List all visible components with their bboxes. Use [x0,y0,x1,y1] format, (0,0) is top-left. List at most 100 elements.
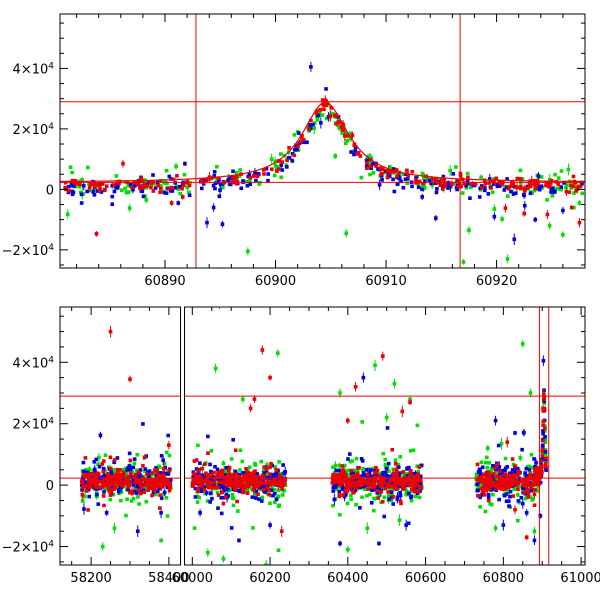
top-red-point [518,185,523,189]
bottom-green-point [383,465,388,469]
bottom-blue-point [491,464,495,468]
bottom-red-point [196,469,200,473]
bottom-red-point [155,483,159,488]
bottom-red-point [88,472,92,476]
bottom-blue-point [231,438,235,442]
bottom-green-point [483,460,488,465]
top-blue-point [319,121,323,125]
top-red-point [301,138,306,142]
bottom-red-point [386,490,390,494]
bottom-green-point [393,458,398,463]
bottom-red-point [510,457,515,461]
top-red-point [564,190,569,194]
bottom-red-point [233,448,238,453]
bottom-red-point [216,485,220,490]
bottom-red-point [357,466,361,470]
bottom-red-point [253,484,258,489]
bottom-red-point [205,478,209,482]
bottom-green-point [543,437,547,442]
bottom-red-point [168,485,172,490]
top-green-point [317,110,322,114]
bottom-red-point [480,489,485,494]
bottom-red-point [365,472,370,477]
top-green-point [278,152,283,156]
bottom-green-point [272,487,277,492]
bottom-blue-point [219,511,224,516]
bottom-red-point [533,479,538,483]
bottom-red-point [345,489,350,493]
top-red-point [506,186,511,191]
top-blue-point [512,184,517,189]
top-red-point [129,185,134,190]
top-red-point [92,184,97,189]
top-red-point [180,195,185,199]
bottom-red-point [390,478,394,483]
bottom-red-point [334,479,339,484]
top-blue-point [284,165,289,169]
bottom-blue-point [85,480,89,484]
top-blue-point [116,184,120,188]
top-blue-point [295,147,299,152]
bottom-green-point [221,461,226,466]
top-green-point [545,198,549,202]
bottom-blue-point [224,493,229,498]
top-blue-point [392,167,396,172]
bottom-red-point [100,462,105,466]
bottom-red-point [81,473,86,477]
bottom-blue-point [210,496,214,501]
top-green-point [548,177,552,182]
top-green-point [547,223,552,228]
bottom-green-point [270,485,274,490]
bottom-green-point [206,550,210,555]
bottom-red-point [207,485,212,490]
bottom-green-point [389,498,394,503]
bottom-red-point [137,480,142,485]
top-blue-point [562,181,566,185]
top-blue-point [380,178,384,182]
bottom-red-point [247,477,252,482]
top-blue-point [140,189,145,194]
bottom-red-point [407,479,412,483]
bottom-red-point [528,473,532,478]
bottom-green-point [543,440,548,444]
bottom-blue-point [520,501,525,506]
bottom-red-point [355,471,360,476]
bottom-red-point [349,468,354,473]
bottom-red-point [136,470,141,474]
top-blue-point [464,183,468,188]
top-blue-point [549,190,553,194]
bottom-red-point [83,456,88,460]
bottom-red-point [341,493,345,498]
bottom-blue-point [210,478,215,482]
bottom-blue-point [500,471,504,475]
bottom-red-point [224,495,228,499]
bottom-red-point [359,479,364,484]
top-x-tick-label: 60910 [365,274,406,289]
top-red-point [205,177,209,182]
bottom-red-point [489,478,494,483]
bottom-red-point [242,477,247,482]
bottom-red-point [535,481,539,486]
top-blue-point [487,177,492,181]
top-green-point [152,182,156,186]
top-red-point [374,164,378,168]
top-blue-point [131,187,135,192]
bottom-red-point [483,481,487,486]
top-green-point [369,155,373,160]
bottom-blue-point [116,489,121,494]
top-red-point [287,145,291,150]
top-green-point [454,165,458,169]
top-frame [59,13,586,269]
bottom-green-point [229,457,234,461]
bottom-green-point [365,526,370,530]
bottom-red-point [497,469,502,474]
bottom-red-point [417,478,422,483]
bottom-green-point [516,518,520,523]
top-red-point [248,175,253,180]
bottom-blue-point [504,499,509,504]
bottom-blue-point [385,474,390,478]
top-red-point [535,182,540,186]
bottom-green-point [522,473,527,477]
bottom-green-point [487,461,491,465]
top-blue-point [416,185,421,190]
